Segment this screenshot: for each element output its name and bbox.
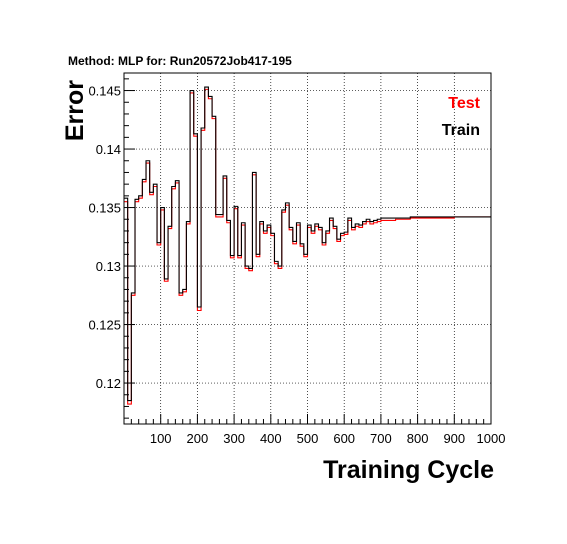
tick-labels: 100 200 300 400 500 600 700 800 900 1000 0.12 0.125…: [88, 84, 505, 446]
x-tick-label: 500: [297, 431, 319, 446]
x-tick-label: 900: [443, 431, 465, 446]
grid: [124, 73, 491, 424]
legend-entry-train: Train: [442, 122, 480, 139]
axis-ticks: [124, 78, 492, 424]
y-tick-label: 0.14: [96, 142, 121, 157]
x-tick-label: 1000: [477, 431, 506, 446]
legend: Test Train: [442, 95, 481, 139]
legend-entry-test: Test: [448, 95, 480, 112]
x-tick-label: 700: [370, 431, 392, 446]
y-tick-label: 0.145: [88, 84, 121, 99]
y-tick-label: 0.125: [88, 318, 121, 333]
x-tick-label: 600: [333, 431, 355, 446]
y-axis-label: Error: [61, 80, 89, 141]
x-tick-label: 100: [150, 431, 172, 446]
series-layer: [124, 86, 491, 405]
series-line-train: [124, 86, 491, 402]
y-tick-label: 0.13: [96, 259, 121, 274]
y-tick-label: 0.12: [96, 376, 121, 391]
x-tick-label: 800: [407, 431, 429, 446]
y-tick-label: 0.135: [88, 201, 121, 216]
x-tick-label: 400: [260, 431, 282, 446]
x-axis-label: Training Cycle: [323, 456, 494, 484]
x-tick-label: 300: [223, 431, 245, 446]
chart-title: Method: MLP for: Run20572Job417-195: [68, 54, 292, 68]
x-tick-label: 200: [187, 431, 209, 446]
